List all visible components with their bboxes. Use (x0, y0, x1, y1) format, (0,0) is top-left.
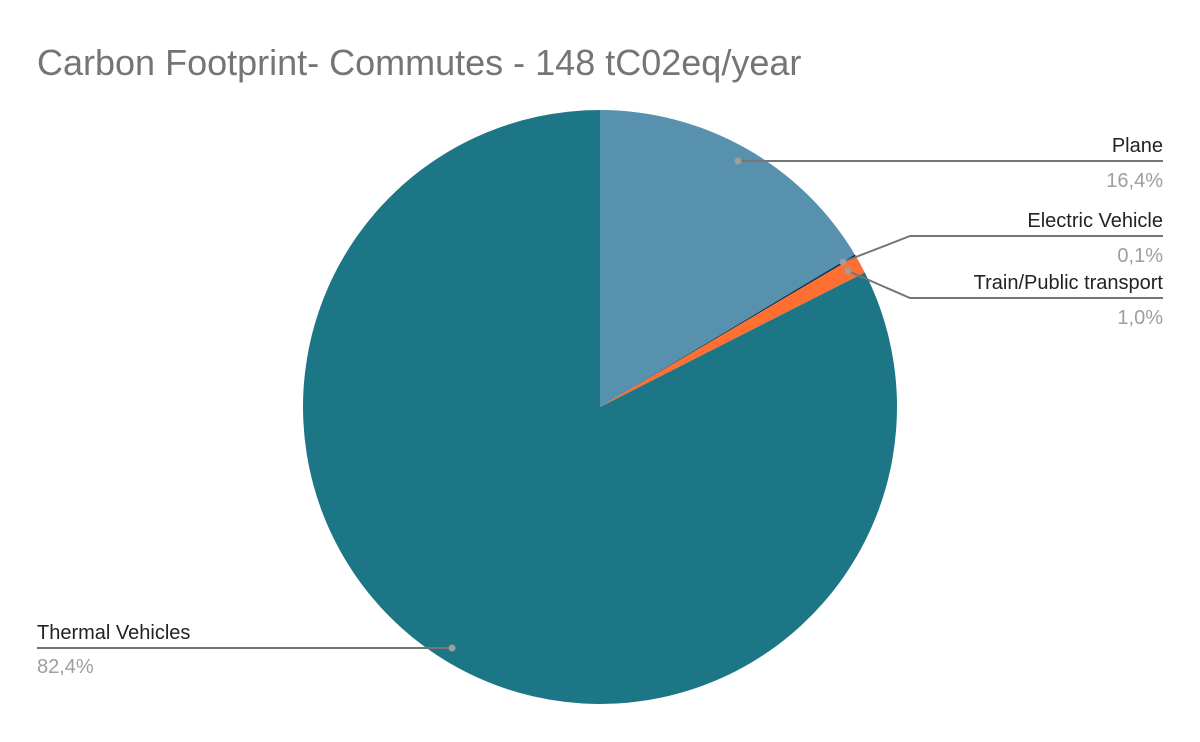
slice-percent-electric-vehicle: 0,1% (1117, 245, 1163, 267)
leader-dot-train-public-transport (844, 267, 852, 275)
slice-label-plane: Plane (1112, 135, 1163, 157)
leader-line-train-public-transport (847, 270, 1163, 299)
pie-slice-train-public-transport (600, 256, 865, 407)
chart-title: Carbon Footprint- Commutes - 148 tC02eq/… (37, 42, 801, 83)
pie-slice-plane (600, 110, 855, 407)
leader-dot-electric-vehicle (839, 258, 847, 266)
slice-label-electric-vehicle: Electric Vehicle (1027, 210, 1163, 232)
pie-slice-electric-vehicle (600, 254, 856, 407)
slice-percent-thermal-vehicles: 82,4% (37, 656, 94, 678)
leader-line-electric-vehicle (842, 235, 1163, 263)
leader-dot-plane (734, 157, 742, 165)
slice-label-thermal-vehicles: Thermal Vehicles (37, 622, 190, 644)
leader-dot-thermal-vehicles (448, 644, 456, 652)
slice-percent-plane: 16,4% (1106, 170, 1163, 192)
pie-slice-thermal-vehicles (302, 110, 898, 705)
slice-label-train-public-transport: Train/Public transport (974, 272, 1164, 294)
slice-percent-train-public-transport: 1,0% (1117, 307, 1163, 329)
